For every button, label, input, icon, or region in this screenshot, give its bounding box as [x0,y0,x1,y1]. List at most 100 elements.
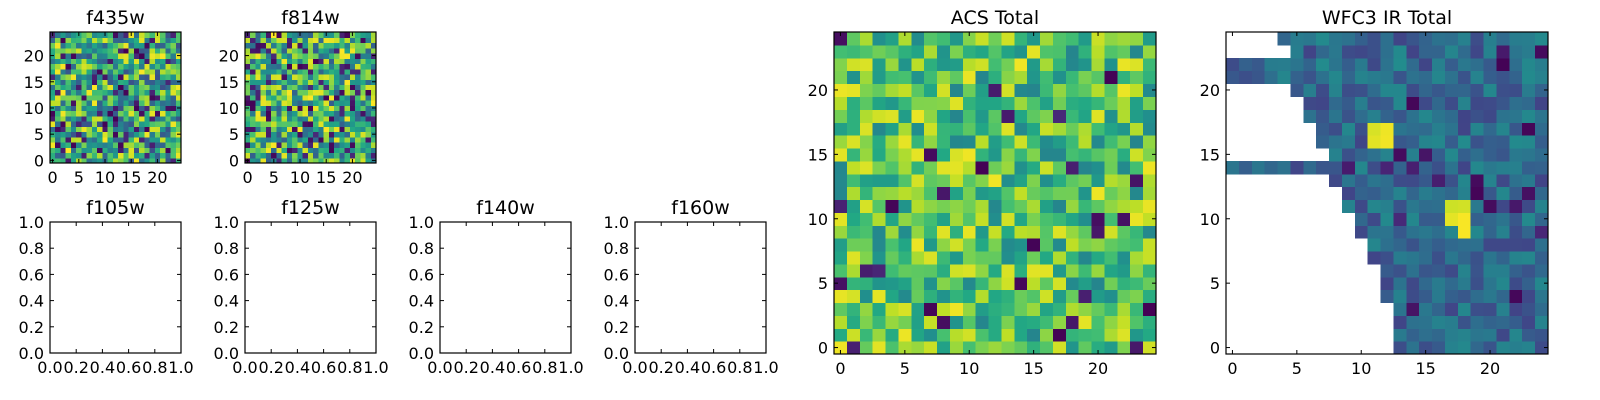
heatmap-cell [154,73,161,80]
heatmap-cell [160,105,166,112]
heatmap-cell [962,32,977,46]
heatmap-cell [276,115,283,122]
heatmap-cell [1027,96,1041,110]
y-tick-label: 20 [1200,81,1220,100]
heatmap-cell [255,152,262,159]
heatmap-cell [834,212,848,226]
heatmap-cell [260,142,267,148]
heatmap-cell [344,58,351,65]
heatmap-cell [344,37,351,44]
heatmap-cell [365,100,372,106]
heatmap-cell [911,328,925,342]
heatmap-cell [112,58,119,65]
heatmap-cell [313,142,319,148]
heatmap-cell [260,105,267,112]
heatmap-cell [834,147,848,162]
heatmap-cell [1143,109,1157,123]
heatmap-cell [128,37,135,44]
heatmap-cell [102,142,109,148]
heatmap-cell [1393,57,1407,72]
heatmap-cell [1406,32,1420,46]
heatmap-cell [250,147,257,154]
heatmap-cell [334,79,340,85]
heatmap-cell [1238,70,1253,85]
heatmap-cell [334,68,340,75]
heatmap-cell [286,121,293,127]
heatmap-cell [60,58,67,65]
heatmap-cell [962,173,977,188]
heatmap-cell [302,52,309,59]
heatmap-cell [1143,83,1157,97]
heatmap-cell [1522,225,1536,239]
heatmap-cell [60,47,67,54]
heatmap-cell [1457,238,1472,252]
heatmap-cell [149,115,156,122]
heatmap-cell [170,73,177,80]
heatmap-cell [302,126,309,133]
heatmap-cell [1117,328,1131,342]
subplot-title: ACS Total [951,7,1039,29]
heatmap-cell [1091,147,1106,162]
heatmap-cell [344,63,351,70]
heatmap-cell [370,73,377,80]
heatmap-cell [1406,238,1420,252]
heatmap-cell [81,73,88,80]
heatmap-cell [307,136,314,143]
heatmap-cell [1380,147,1395,162]
heatmap-cell [139,100,145,106]
heatmap-cell [70,37,77,44]
heatmap-cell [86,152,93,159]
heatmap-cell [149,142,156,148]
heatmap-cell [1483,212,1498,226]
heatmap-cell [323,63,330,70]
heatmap-cell [1065,315,1080,329]
heatmap-cell [334,131,340,138]
heatmap-cell [260,63,267,70]
heatmap-cell [1535,341,1549,355]
heatmap-cell [1509,199,1523,213]
heatmap-cell [1432,302,1446,316]
heatmap-cell [139,131,145,138]
heatmap-cell [349,121,356,127]
heatmap-cell [323,126,330,133]
heatmap-cell [81,115,88,122]
heatmap-cell [1040,328,1054,342]
heatmap-cell [365,147,372,154]
heatmap-cell [313,152,319,159]
heatmap-cell [265,32,272,38]
heatmap-cell [344,79,351,85]
heatmap-cell [65,58,72,65]
heatmap-cell [313,100,319,106]
heatmap-cell [323,84,330,91]
heatmap-cell [318,131,325,138]
heatmap-cell [292,152,298,159]
heatmap-cell [1432,70,1446,85]
heatmap-cell [1130,83,1144,97]
heatmap-cell [1535,250,1549,265]
y-tick-label: 0.8 [214,239,239,258]
x-tick-label: 1.0 [558,358,583,377]
heatmap-cell [86,37,93,44]
heatmap-cell [281,131,288,138]
heatmap-cell [859,302,874,316]
x-tick-label: 0.2 [648,358,673,377]
heatmap-cell [297,131,304,138]
heatmap-cell [286,131,293,138]
heatmap-cell [91,79,98,85]
heatmap-cell [924,57,938,72]
heatmap-cell [154,115,161,122]
heatmap-cell [297,73,304,80]
heatmap-cell [70,121,77,127]
heatmap-cell [1130,199,1144,213]
heatmap-cell [112,115,119,122]
heatmap-cell [924,302,938,316]
heatmap-cell [1027,83,1041,97]
heatmap-cell [1040,160,1054,175]
heatmap-cell [846,328,861,342]
heatmap-cell [1104,173,1118,188]
heatmap-cell [292,42,298,49]
heatmap-cell [355,105,361,112]
heatmap-cell [255,68,262,75]
heatmap-cell [245,47,251,54]
axes-frame [244,31,377,164]
